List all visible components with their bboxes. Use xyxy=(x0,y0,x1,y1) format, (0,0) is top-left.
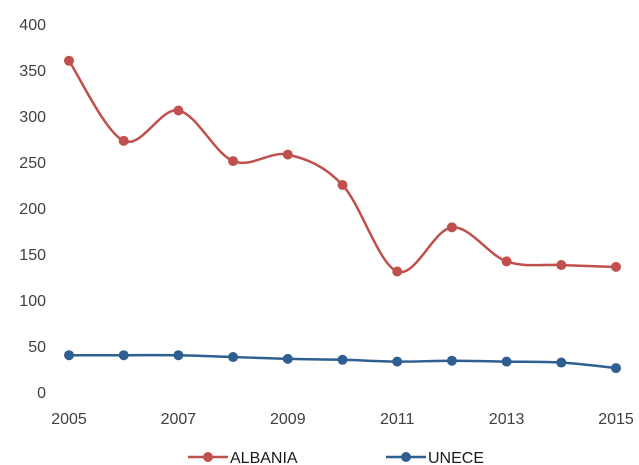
data-point-unece xyxy=(282,353,293,364)
data-point-unece xyxy=(392,356,403,367)
series-points xyxy=(64,55,621,374)
series-line-albania xyxy=(67,60,617,274)
data-point-albania xyxy=(64,55,74,66)
data-point-unece xyxy=(611,363,621,374)
data-point-albania xyxy=(282,149,293,160)
data-point-albania xyxy=(501,256,512,267)
data-point-unece xyxy=(64,350,74,361)
legend-marker-albania xyxy=(203,452,213,462)
y-tick-label: 400 xyxy=(19,17,46,34)
data-point-unece xyxy=(173,350,184,361)
data-point-albania xyxy=(228,156,239,167)
legend-marker-unece xyxy=(401,452,411,462)
y-tick-label: 150 xyxy=(19,247,46,264)
data-point-albania xyxy=(392,266,403,277)
data-point-unece xyxy=(228,352,239,363)
x-axis-ticks: 2005 2007 2009 2011 2013 2015 xyxy=(51,411,634,428)
legend-label-unece: UNECE xyxy=(428,450,484,465)
data-point-unece xyxy=(556,357,567,368)
data-point-unece xyxy=(501,356,512,367)
series-lines xyxy=(67,60,617,370)
y-tick-label: 0 xyxy=(37,385,46,402)
x-tick-label: 2015 xyxy=(598,411,634,428)
data-point-unece xyxy=(118,350,129,361)
legend: ALBANIA UNECE xyxy=(188,450,484,465)
x-tick-label: 2011 xyxy=(380,411,415,428)
data-point-albania xyxy=(446,222,457,233)
data-point-unece xyxy=(337,354,348,365)
data-point-albania xyxy=(556,260,567,271)
data-point-albania xyxy=(118,135,129,146)
legend-label-albania: ALBANIA xyxy=(230,450,298,465)
data-point-unece xyxy=(446,355,457,366)
x-tick-label: 2009 xyxy=(270,411,306,428)
x-tick-label: 2013 xyxy=(489,411,525,428)
y-tick-label: 250 xyxy=(19,155,46,172)
x-tick-label: 2007 xyxy=(161,411,197,428)
data-point-albania xyxy=(337,180,348,190)
data-point-albania xyxy=(173,105,184,116)
y-tick-label: 100 xyxy=(19,293,46,310)
y-tick-label: 300 xyxy=(19,109,46,126)
y-axis-ticks: 0 50 100 150 200 250 300 350 400 xyxy=(19,17,46,402)
y-tick-label: 200 xyxy=(19,201,46,218)
y-tick-label: 50 xyxy=(28,339,46,356)
data-point-albania xyxy=(611,261,621,272)
x-tick-label: 2005 xyxy=(51,411,87,428)
y-tick-label: 350 xyxy=(19,63,46,80)
